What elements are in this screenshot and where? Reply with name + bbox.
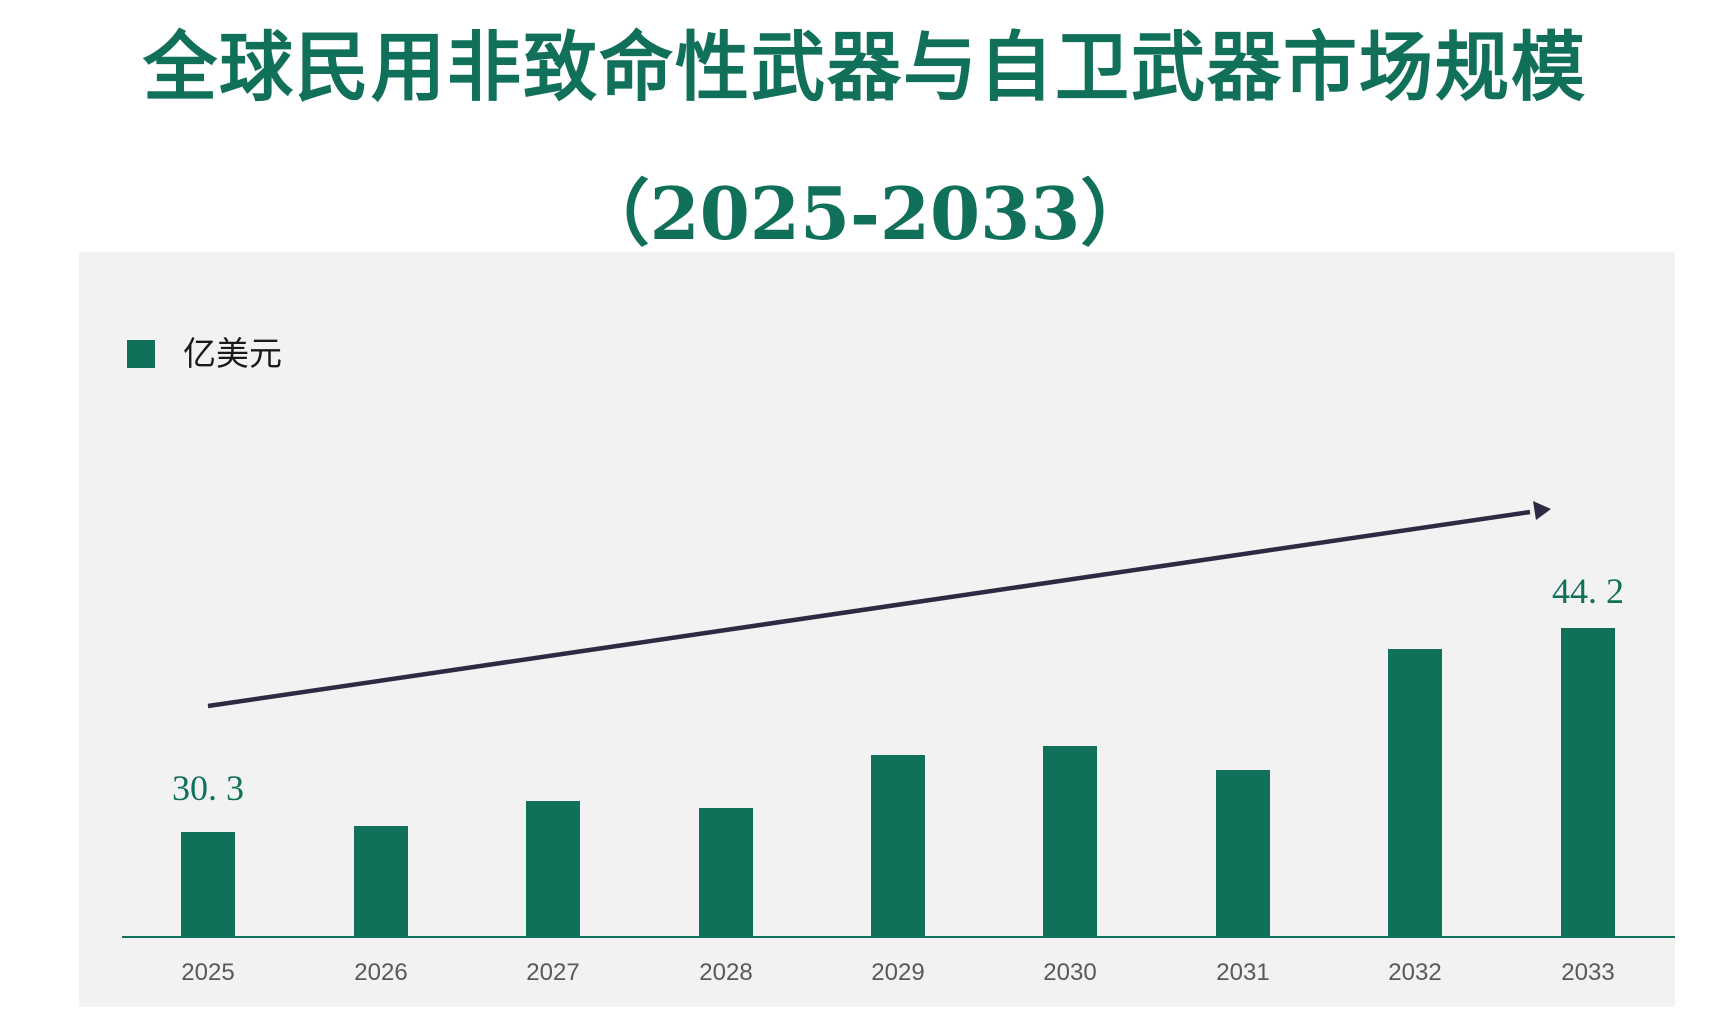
x-tick-label: 2025 xyxy=(181,959,235,986)
bar-2033 xyxy=(1561,628,1615,937)
x-tick-label: 2033 xyxy=(1561,959,1615,986)
legend-label: 亿美元 xyxy=(183,334,282,373)
bar-2026 xyxy=(354,826,408,937)
x-tick-label: 2027 xyxy=(526,959,580,986)
bar-2030 xyxy=(1043,746,1097,937)
legend-swatch-icon xyxy=(127,340,155,368)
bar-2025 xyxy=(181,832,235,937)
chart-title: 全球民用非致命性武器与自卫武器市场规模 xyxy=(143,24,1587,112)
legend: 亿美元 xyxy=(127,336,282,372)
x-tick-label: 2031 xyxy=(1216,959,1270,986)
bar-2028 xyxy=(699,808,753,937)
chart-subtitle: （2025-2033） xyxy=(577,171,1153,256)
x-tick-label: 2029 xyxy=(871,959,925,986)
bar-2029 xyxy=(871,755,925,937)
x-tick-label: 2026 xyxy=(354,959,408,986)
x-tick-label: 2028 xyxy=(699,959,753,986)
x-tick-label: 2032 xyxy=(1388,959,1442,986)
bar-2032 xyxy=(1388,649,1442,937)
value-label-2025: 30. 3 xyxy=(172,768,244,808)
value-label-2033: 44. 2 xyxy=(1552,571,1624,611)
bar-2031 xyxy=(1216,770,1270,937)
x-axis-line xyxy=(122,936,1675,938)
x-tick-label: 2030 xyxy=(1043,959,1097,986)
bar-2027 xyxy=(526,801,580,937)
